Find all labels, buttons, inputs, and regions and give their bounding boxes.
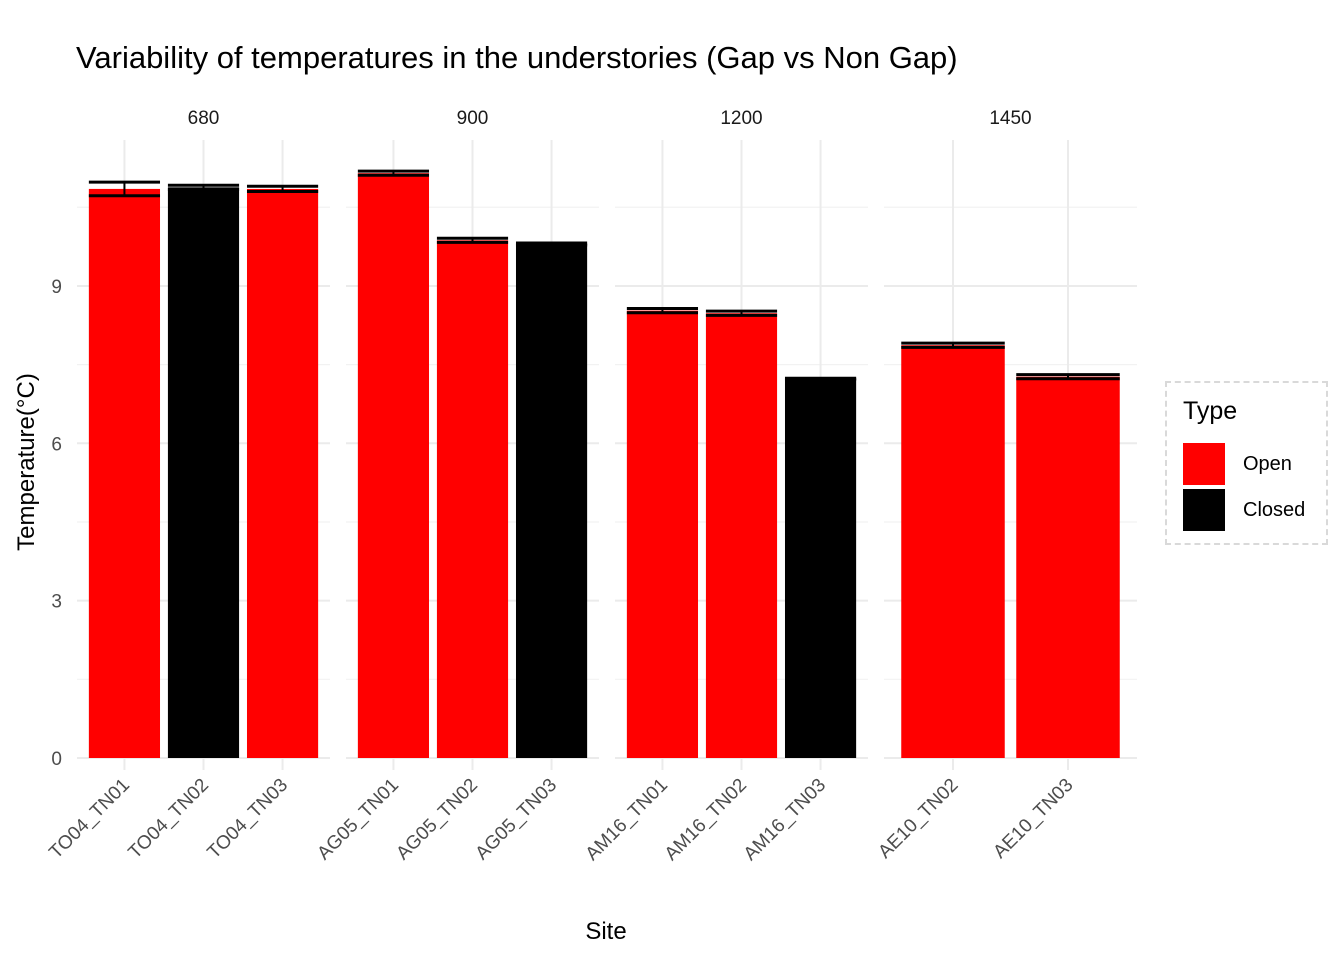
- y-axis-title: Temperature(°C): [13, 373, 40, 551]
- bar-to04-tn01: [88, 188, 161, 759]
- x-tick-label: AG05_TN03: [472, 775, 562, 865]
- bar-ag05-tn02: [436, 240, 509, 759]
- bar-ae10-tn03: [1016, 376, 1120, 758]
- legend-swatch-closed: [1183, 489, 1225, 531]
- error-bar: [436, 236, 509, 244]
- bar-ag05-tn01: [357, 173, 430, 758]
- y-tick-label: 0: [51, 749, 62, 770]
- y-tick-label: 3: [51, 592, 62, 613]
- x-tick-label: TO04_TN01: [45, 775, 134, 864]
- error-bar: [784, 376, 857, 381]
- facet-label: 1200: [720, 108, 762, 129]
- legend-label-closed: Closed: [1243, 499, 1306, 521]
- x-tick-label: AE10_TN02: [874, 775, 962, 863]
- bar-to04-tn03: [246, 188, 319, 759]
- legend: Type Open Closed: [1165, 381, 1328, 545]
- chart-title: Variability of temperatures in the under…: [76, 40, 958, 75]
- x-tick-label: AM16_TN03: [740, 775, 830, 865]
- legend-title: Type: [1183, 397, 1238, 425]
- bar-am16-tn01: [626, 310, 699, 758]
- facet-label: 1450: [989, 108, 1031, 129]
- x-tick-label: AM16_TN01: [582, 775, 672, 865]
- x-tick-label: AG05_TN02: [392, 775, 482, 865]
- bar-ag05-tn03: [515, 243, 588, 759]
- bar-am16-tn03: [784, 378, 857, 758]
- x-tick-label: AM16_TN02: [661, 775, 751, 865]
- legend-swatch-open: [1183, 443, 1225, 485]
- x-tick-label: TO04_TN02: [125, 775, 214, 864]
- x-tick-label: AG05_TN01: [313, 775, 403, 865]
- legend-label-open: Open: [1243, 453, 1292, 475]
- bar-ae10-tn02: [901, 345, 1005, 758]
- facet-label: 680: [188, 108, 220, 129]
- bars-layer: [88, 169, 1120, 759]
- bar-am16-tn02: [705, 313, 778, 758]
- error-bar: [88, 180, 161, 198]
- x-axis-title: Site: [585, 918, 626, 945]
- facet-label: 900: [457, 108, 489, 129]
- error-bar: [246, 184, 319, 194]
- error-bar: [626, 307, 699, 315]
- error-bar: [901, 341, 1005, 349]
- y-tick-label: 6: [51, 434, 62, 455]
- bar-to04-tn02: [167, 187, 240, 758]
- error-bar: [515, 241, 588, 247]
- error-bar: [705, 309, 778, 317]
- y-tick-label: 9: [51, 277, 62, 298]
- error-bar: [1016, 373, 1120, 381]
- error-bar: [167, 183, 240, 191]
- x-tick-label: TO04_TN03: [204, 775, 293, 864]
- error-bar: [357, 169, 430, 177]
- x-tick-label: AE10_TN03: [989, 775, 1077, 863]
